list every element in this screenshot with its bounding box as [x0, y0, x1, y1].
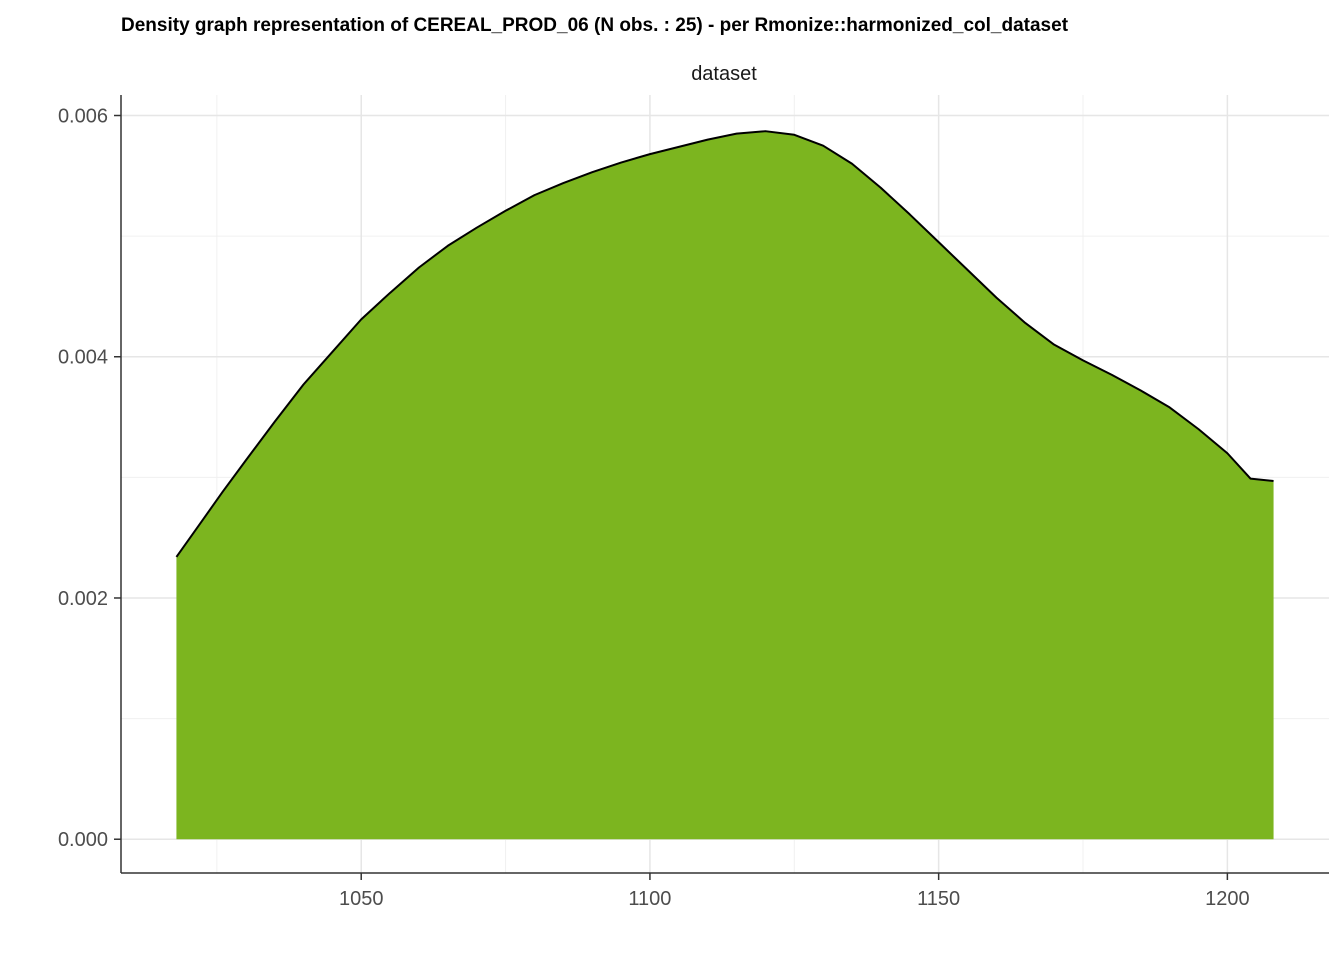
density-line: [175, 130, 1274, 558]
x-tick-label: 1100: [628, 888, 671, 910]
chart-title: Density graph representation of CEREAL_P…: [121, 15, 1069, 36]
y-tick-label: 0.004: [58, 347, 108, 369]
x-tick-label: 1150: [917, 888, 960, 910]
density-area: [176, 131, 1274, 840]
x-tick-label: 1050: [339, 888, 384, 910]
y-tick-label: 0.000: [58, 829, 108, 851]
axes: 0.000 0.002 0.004 0.006 1050 1100 1150 1200: [58, 95, 1329, 910]
y-tick-label: 0.002: [58, 588, 108, 610]
facet-strip-label: dataset: [691, 63, 757, 85]
x-tick-label: 1200: [1205, 888, 1250, 910]
y-tick-label: 0.006: [58, 106, 108, 128]
density-area-layer: [175, 130, 1274, 840]
